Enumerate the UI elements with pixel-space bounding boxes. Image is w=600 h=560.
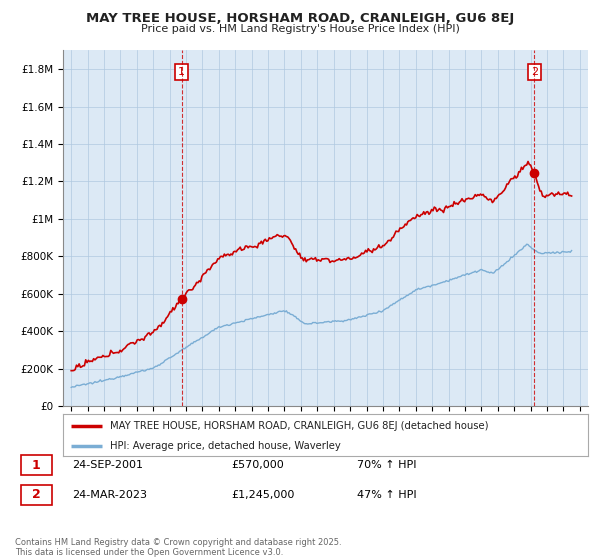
- Text: MAY TREE HOUSE, HORSHAM ROAD, CRANLEIGH, GU6 8EJ (detached house): MAY TREE HOUSE, HORSHAM ROAD, CRANLEIGH,…: [110, 421, 489, 431]
- Text: Contains HM Land Registry data © Crown copyright and database right 2025.
This d: Contains HM Land Registry data © Crown c…: [15, 538, 341, 557]
- Text: 1: 1: [32, 459, 41, 472]
- Text: 2: 2: [531, 67, 538, 77]
- Text: £1,245,000: £1,245,000: [232, 490, 295, 500]
- Text: HPI: Average price, detached house, Waverley: HPI: Average price, detached house, Wave…: [110, 441, 341, 451]
- Text: 24-SEP-2001: 24-SEP-2001: [72, 460, 143, 470]
- Text: MAY TREE HOUSE, HORSHAM ROAD, CRANLEIGH, GU6 8EJ: MAY TREE HOUSE, HORSHAM ROAD, CRANLEIGH,…: [86, 12, 514, 25]
- Text: Price paid vs. HM Land Registry's House Price Index (HPI): Price paid vs. HM Land Registry's House …: [140, 24, 460, 34]
- Text: £570,000: £570,000: [232, 460, 284, 470]
- Text: 1: 1: [178, 67, 185, 77]
- Text: 2: 2: [32, 488, 41, 501]
- Text: 70% ↑ HPI: 70% ↑ HPI: [357, 460, 416, 470]
- Text: 47% ↑ HPI: 47% ↑ HPI: [357, 490, 416, 500]
- FancyBboxPatch shape: [20, 484, 52, 505]
- Text: 24-MAR-2023: 24-MAR-2023: [72, 490, 147, 500]
- FancyBboxPatch shape: [20, 455, 52, 475]
